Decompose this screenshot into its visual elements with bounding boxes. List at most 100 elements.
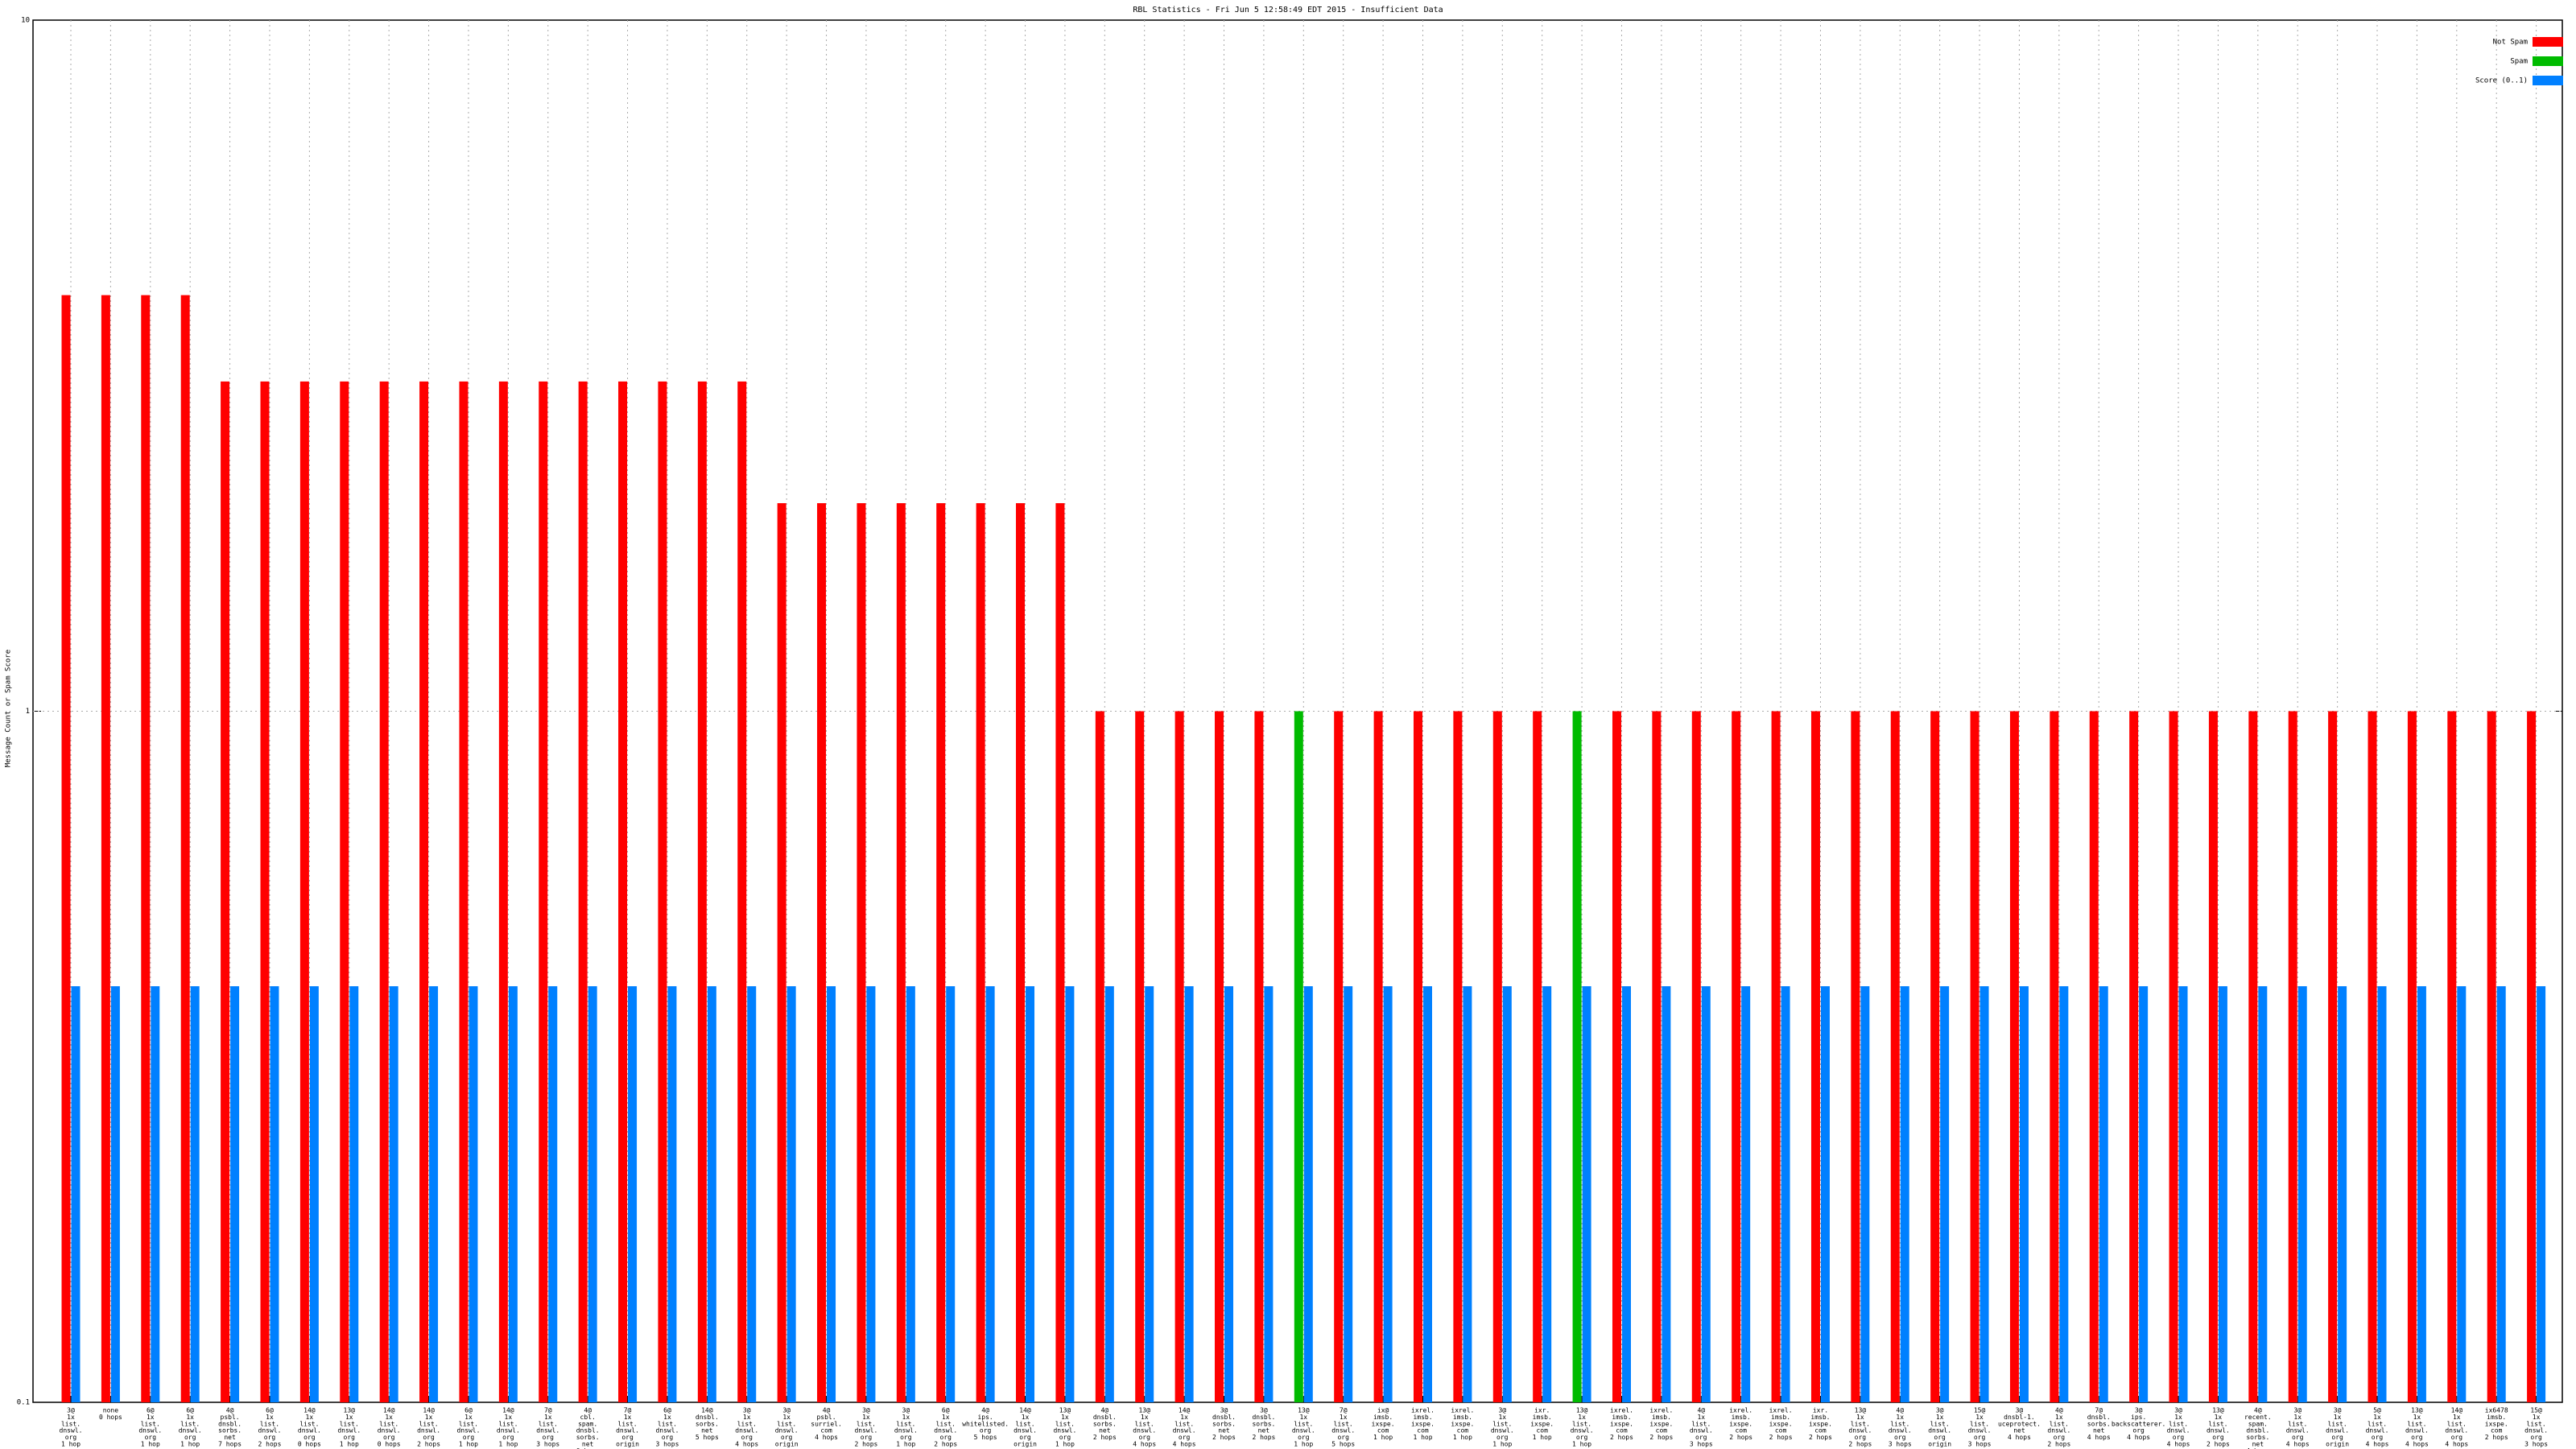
bar [1701,986,1711,1402]
x-tick-label: imsb. [1373,1414,1393,1421]
x-tick-label: imsb. [1652,1414,1671,1421]
bar [1970,711,1979,1402]
x-tick-label: dnswl. [2405,1427,2429,1435]
x-tick-label: 14@ [383,1407,395,1414]
bar [2496,986,2506,1402]
x-tick-label: org [900,1434,912,1441]
bar [340,381,349,1403]
x-tick-label: 4 hops [2405,1441,2429,1448]
x-tick-label: 13@ [1298,1407,1310,1414]
x-tick-label: 1x [2413,1414,2421,1421]
x-tick-label: imsb. [1810,1414,1830,1421]
x-tick-label: dnswl. [1690,1427,1713,1435]
x-tick-label: list. [141,1420,160,1427]
x-tick-label: whitelisted. [962,1420,1009,1427]
bar [429,986,439,1402]
x-tick-label: dnsbl. [1252,1414,1275,1421]
x-tick-label: imsb. [1413,1414,1432,1421]
x-tick-label: 14@ [1019,1407,1031,1414]
x-tick-label: 13@ [1138,1407,1150,1414]
legend-label: Spam [2510,58,2528,66]
bar [1135,711,1145,1402]
x-tick-label: imsb. [1533,1414,1552,1421]
x-tick-label: 1x [2533,1414,2541,1421]
bar [618,381,628,1403]
x-tick-label: ips. [977,1414,993,1421]
x-tick-label: com [1656,1427,1668,1435]
x-tick-label: 1x [1697,1414,1705,1421]
x-tick-label: dnswl. [417,1427,440,1435]
x-tick-label: org [662,1434,674,1441]
bar [2248,711,2258,1402]
x-tick-label: dnswl. [894,1427,918,1435]
x-tick-label: 6@ [464,1407,473,1414]
x-tick-label: org [861,1434,873,1441]
bar [230,986,240,1402]
x-tick-label: 2 hops [1610,1434,1633,1441]
y-tick-label: 10 [21,17,30,25]
x-tick-label: 3@ [2016,1407,2024,1414]
x-tick-label: list. [2050,1420,2069,1427]
bar [151,986,160,1402]
x-tick-label: 2 hops [2485,1434,2508,1441]
x-tick-label: list. [737,1420,757,1427]
x-tick-label: 1x [2453,1414,2461,1421]
x-tick-label: 1x [624,1414,632,1421]
x-tick-label: cbl. [580,1414,596,1421]
x-tick-label: imsb. [2487,1414,2506,1421]
x-tick-label: list. [2169,1420,2188,1427]
bar [1542,986,1552,1402]
legend-swatch [2533,37,2563,47]
x-tick-label: 2 hops [258,1441,282,1448]
x-tick-label: org [502,1434,514,1441]
bar [349,986,359,1402]
bar [2169,711,2178,1402]
bar [1224,986,1234,1402]
x-tick-label: ixspe. [1530,1420,1554,1427]
x-tick-label: none [103,1407,118,1414]
x-tick-label: ix6478 [2485,1407,2508,1414]
bar [2019,986,2029,1402]
x-tick-label: 1x [345,1414,353,1421]
x-tick-label: org [2132,1427,2145,1435]
x-tick-label: psbl. [816,1414,836,1421]
x-tick-label: 4@ [1100,1407,1108,1414]
x-tick-label: imsb. [1453,1414,1472,1421]
x-tick-label: list. [1135,1420,1154,1427]
bar [190,986,200,1402]
x-tick-label: list. [2407,1420,2426,1427]
bar [1104,986,1114,1402]
bar [1373,711,1383,1402]
bar [2009,711,2019,1402]
x-tick-label: list. [658,1420,677,1427]
x-tick-label: list. [618,1420,638,1427]
bar [1065,986,1075,1402]
x-tick-label: 3 hops [1889,1441,1912,1448]
bar [1215,711,1224,1402]
x-tick-label: com [1616,1427,1628,1435]
x-tick-label: 1x [1022,1414,1030,1421]
bar [1741,986,1751,1402]
x-tick-label: 3@ [67,1407,75,1414]
x-tick-label: 6@ [186,1407,194,1414]
x-tick-label: dnsbl. [2246,1427,2269,1435]
x-tick-label: 7@ [1340,1407,1348,1414]
x-tick-label: dnswl. [655,1427,679,1435]
x-tick-label: 4@ [226,1407,234,1414]
x-tick-label: 1x [902,1414,910,1421]
x-tick-label: list. [936,1420,956,1427]
x-tick-label: dnsbl. [1093,1414,1117,1421]
x-tick-label: 1x [2373,1414,2381,1421]
x-tick-label: org [1019,1434,1031,1441]
x-tick-label: sorbs. [2087,1420,2111,1427]
x-tick-label: dnswl. [2524,1427,2548,1435]
bar [2338,986,2347,1402]
x-tick-label: 1x [1141,1414,1149,1421]
bar [379,381,389,1403]
x-tick-label: 3@ [2334,1407,2342,1414]
x-tick-label: 3@ [1936,1407,1944,1414]
bar [2417,986,2426,1402]
x-tick-label: dnswl. [1848,1427,1872,1435]
x-tick-label: 1x [186,1414,194,1421]
x-tick-label: sorbs. [576,1434,600,1441]
